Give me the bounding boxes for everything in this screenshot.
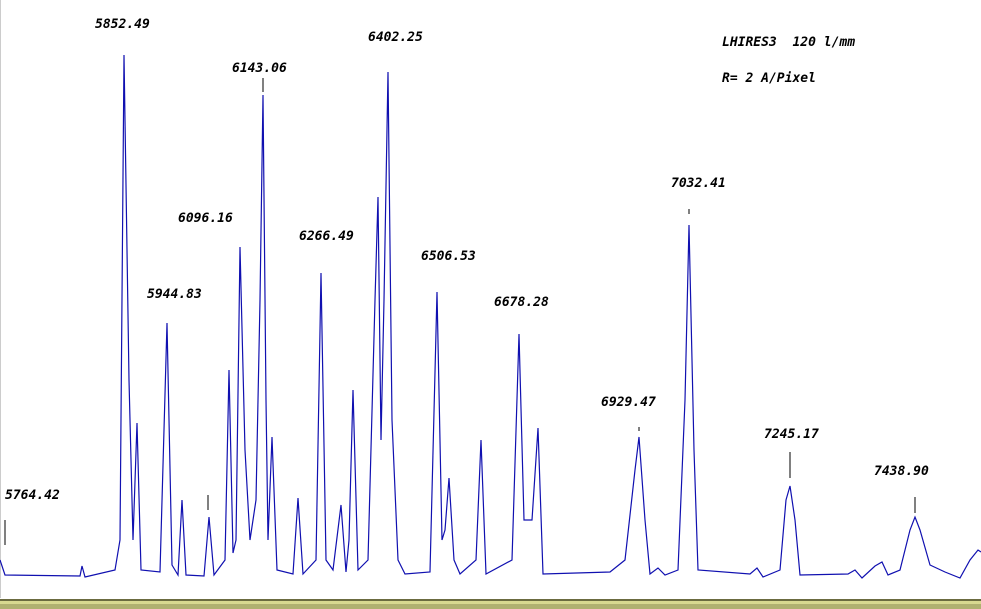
instrument-label: LHIRES3 120 l/mm [722,35,855,50]
bottom-border [0,601,981,604]
peak-label: 6402.25 [368,30,423,45]
peak-ticks [4,78,916,545]
bottom-border [0,599,981,601]
peak-label: 7032.41 [671,176,726,191]
peak-label: 5944.83 [147,287,202,302]
peak-label: 6143.06 [232,61,287,76]
peak-label: 7245.17 [764,427,819,442]
peak-label: 7438.90 [874,464,929,479]
peak-label: 5764.42 [5,488,60,503]
spectrum-curve [0,54,981,579]
bottom-border [0,604,981,609]
peak-label: 6929.47 [601,395,656,410]
peak-label: 6096.16 [178,211,233,226]
peak-label: 6266.49 [299,229,354,244]
peak-label: 6678.28 [494,295,549,310]
peak-label: 6506.53 [421,249,476,264]
peak-label: 5852.49 [95,17,150,32]
dispersion-label: R= 2 A/Pixel [722,71,816,86]
